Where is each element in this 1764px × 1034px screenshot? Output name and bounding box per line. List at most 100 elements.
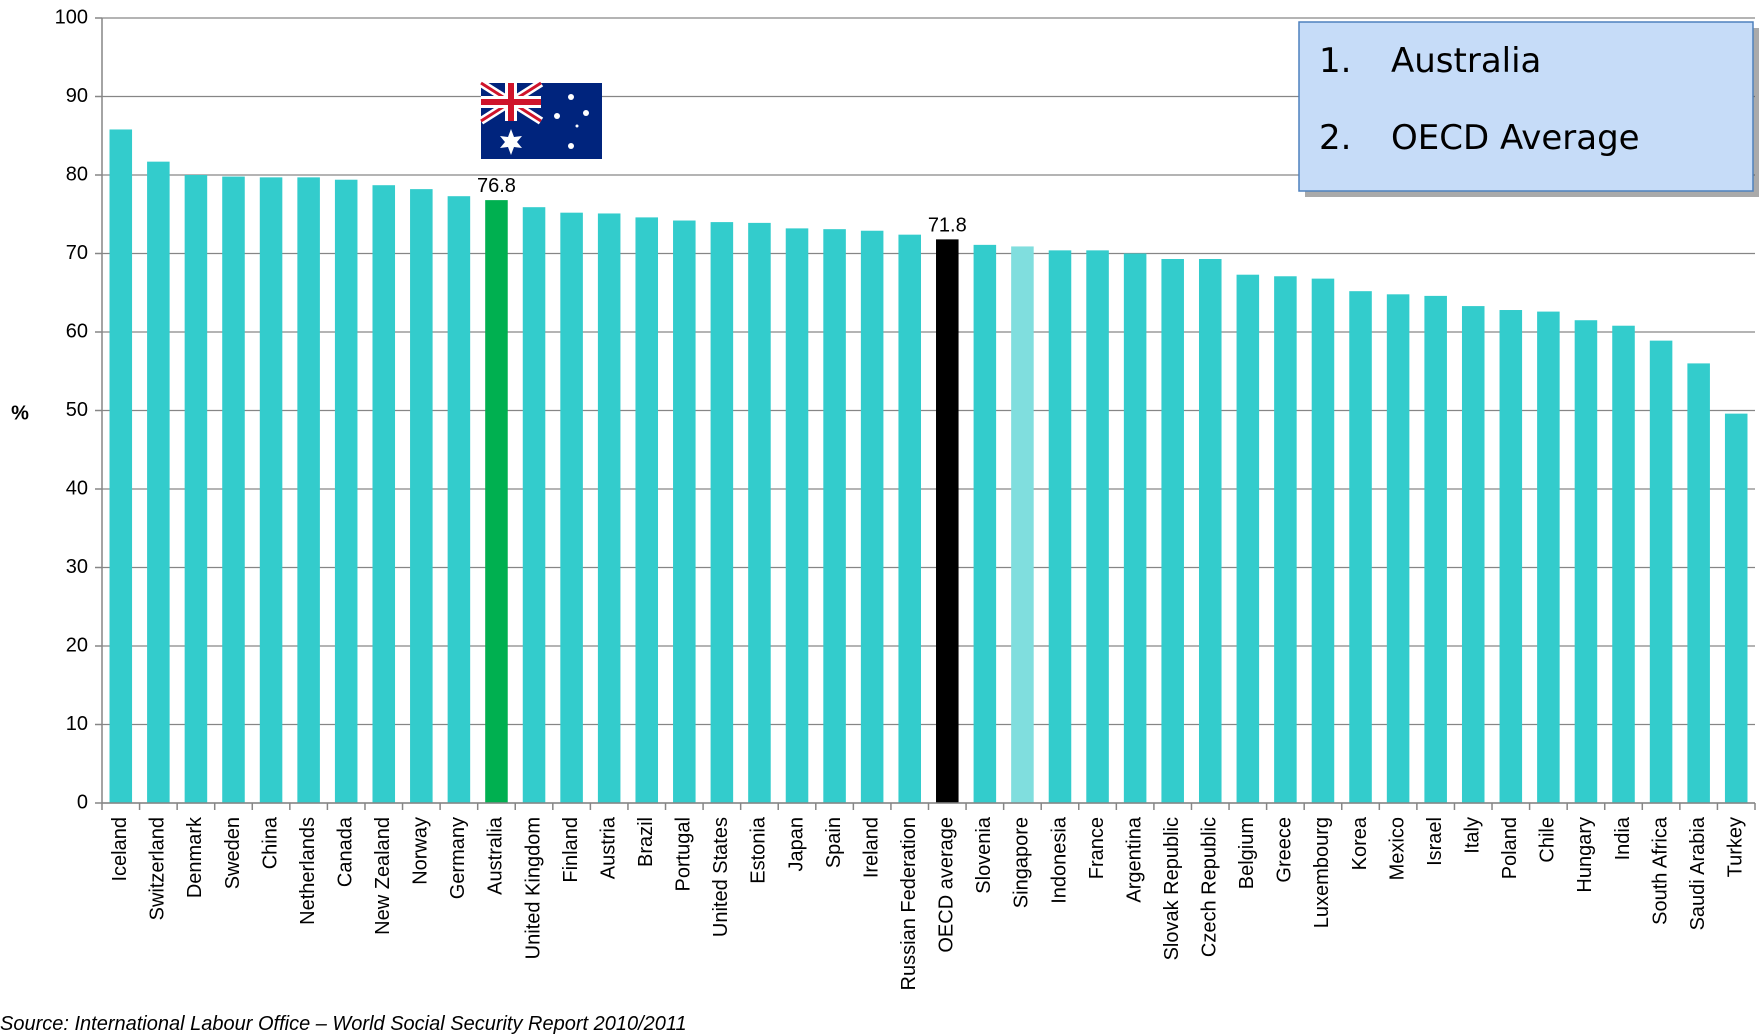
bar xyxy=(1161,258,1184,803)
x-tick-label: Belgium xyxy=(1236,817,1258,889)
x-tick-label: France xyxy=(1086,817,1108,879)
bar xyxy=(1687,363,1710,803)
y-tick-label: 10 xyxy=(66,713,88,735)
bar xyxy=(1537,311,1560,803)
x-tick-label: Spain xyxy=(823,817,845,868)
x-tick-label: Germany xyxy=(447,817,469,899)
x-tick-label: Austria xyxy=(597,816,619,879)
bar xyxy=(222,176,245,803)
bar xyxy=(1424,295,1447,803)
x-tick-label: Singapore xyxy=(1011,817,1033,908)
bar xyxy=(184,175,208,803)
bar xyxy=(297,177,320,804)
bar xyxy=(973,244,997,804)
x-tick-label: Estonia xyxy=(748,816,770,884)
x-tick-label: Czech Republic xyxy=(1199,817,1221,957)
bar xyxy=(1612,325,1635,803)
x-tick-label: Israel xyxy=(1424,817,1446,866)
annotation: 2. xyxy=(1319,118,1351,158)
x-tick-label: China xyxy=(259,816,281,869)
y-tick-label: 40 xyxy=(66,477,88,499)
data-label: 71.8 xyxy=(928,214,967,236)
bar xyxy=(1724,413,1748,803)
x-tick-label: OECD average xyxy=(936,817,958,953)
x-tick-label: Slovak Republic xyxy=(1161,817,1183,960)
bar xyxy=(1349,291,1372,803)
bar xyxy=(898,234,921,803)
bar xyxy=(372,185,396,803)
x-tick-label: United States xyxy=(710,817,732,937)
x-tick-label: Russian Federation xyxy=(898,817,920,990)
x-tick-label: Denmark xyxy=(184,816,206,898)
bar xyxy=(1236,274,1260,803)
y-tick-label: 90 xyxy=(66,85,88,107)
bar xyxy=(1461,306,1485,803)
x-tick-label: Brazil xyxy=(635,817,657,867)
bar xyxy=(410,189,433,803)
x-tick-label: India xyxy=(1612,816,1634,860)
x-tick-label: Argentina xyxy=(1123,816,1145,902)
legend-background xyxy=(1298,21,1754,192)
x-tick-label: Sweden xyxy=(222,817,244,889)
bar xyxy=(109,129,133,804)
y-tick-label: 0 xyxy=(77,791,88,813)
bars xyxy=(102,17,1755,804)
x-tick-label: South Africa xyxy=(1649,816,1671,925)
bar xyxy=(522,207,546,803)
x-tick-label: Australia xyxy=(485,816,507,895)
bar xyxy=(1649,340,1673,803)
bar xyxy=(1311,278,1335,803)
annotation: OECD Average xyxy=(1391,118,1640,158)
x-tick-label: Slovenia xyxy=(973,816,995,894)
x-tick-label: Portugal xyxy=(673,817,695,892)
bar xyxy=(785,228,809,803)
y-axis-label: % xyxy=(11,402,29,424)
x-tick-label: Netherlands xyxy=(297,817,319,925)
bar xyxy=(673,220,696,803)
bar xyxy=(334,179,358,803)
x-tick-label: United Kingdom xyxy=(522,817,544,959)
x-tick-label: Saudi Arabia xyxy=(1687,816,1709,930)
bar xyxy=(597,213,621,804)
bar xyxy=(1386,294,1410,803)
x-tick-label: Greece xyxy=(1274,817,1296,883)
x-tick-label: Luxembourg xyxy=(1311,817,1333,928)
bar xyxy=(748,222,771,803)
x-tick-label: Indonesia xyxy=(1048,816,1070,904)
y-tick-label: 70 xyxy=(66,242,88,264)
australian-flag xyxy=(478,79,602,159)
x-tick-label: Switzerland xyxy=(147,817,169,920)
annotation: 1. xyxy=(1319,41,1351,81)
x-tick-label: Hungary xyxy=(1574,817,1596,893)
x-tick-label: Mexico xyxy=(1386,817,1408,880)
bar xyxy=(1086,250,1109,804)
x-tick-label: Finland xyxy=(560,817,582,883)
bar xyxy=(1048,250,1072,804)
x-tick-label: Poland xyxy=(1499,817,1521,879)
x-tick-label: Canada xyxy=(334,816,356,887)
bar xyxy=(936,239,959,803)
x-tick-label: Iceland xyxy=(109,817,131,882)
y-tick-label: 50 xyxy=(66,399,88,421)
bar xyxy=(860,230,884,804)
legend-box: 1. Australia 2. OECD Average xyxy=(1298,21,1759,197)
bar xyxy=(635,217,659,803)
y-tick-label: 80 xyxy=(66,163,88,185)
bar xyxy=(259,177,283,804)
x-tick-label: Korea xyxy=(1349,816,1371,870)
bar xyxy=(560,212,583,803)
bar xyxy=(1499,310,1523,803)
bar xyxy=(1011,246,1034,803)
bar xyxy=(447,196,471,803)
source-note: Source: International Labour Office – Wo… xyxy=(0,1013,687,1034)
bar xyxy=(1123,253,1147,803)
x-tick-label: Turkey xyxy=(1724,817,1746,877)
bar xyxy=(485,200,508,803)
bar xyxy=(1198,258,1222,803)
bar xyxy=(823,229,846,804)
y-tick-label: 30 xyxy=(66,556,88,578)
x-tick-label: New Zealand xyxy=(372,817,394,935)
y-tick-label: 20 xyxy=(66,634,88,656)
x-tick-label: Italy xyxy=(1462,817,1484,854)
